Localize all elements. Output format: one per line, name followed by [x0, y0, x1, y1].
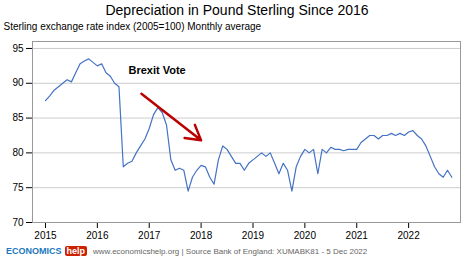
svg-text:95: 95 — [12, 43, 24, 54]
svg-text:2020: 2020 — [294, 230, 317, 241]
svg-text:Sterling exchange rate index (: Sterling exchange rate index (2005=100) … — [4, 21, 262, 32]
html-text:help: help — [66, 246, 85, 256]
svg-text:Brexit Vote: Brexit Vote — [128, 64, 185, 76]
svg-text:2015: 2015 — [34, 230, 57, 241]
svg-text:75: 75 — [12, 182, 24, 193]
svg-text:80: 80 — [12, 147, 24, 158]
svg-text:2018: 2018 — [190, 230, 213, 241]
svg-text:70: 70 — [12, 217, 24, 228]
svg-text:2022: 2022 — [397, 230, 420, 241]
svg-text:2019: 2019 — [242, 230, 265, 241]
svg-text:85: 85 — [12, 112, 24, 123]
html-text:www.economicshelp.org | Source: www.economicshelp.org | Source Bank of E… — [93, 247, 368, 256]
svg-text:2016: 2016 — [86, 230, 109, 241]
svg-text:2017: 2017 — [138, 230, 161, 241]
html-text:ECONOMICS: ECONOMICS — [6, 246, 62, 256]
html-text:Depreciation in Pound Sterling: Depreciation in Pound Sterling Since 201… — [105, 2, 369, 18]
svg-text:2021: 2021 — [346, 230, 369, 241]
svg-text:90: 90 — [12, 77, 24, 88]
